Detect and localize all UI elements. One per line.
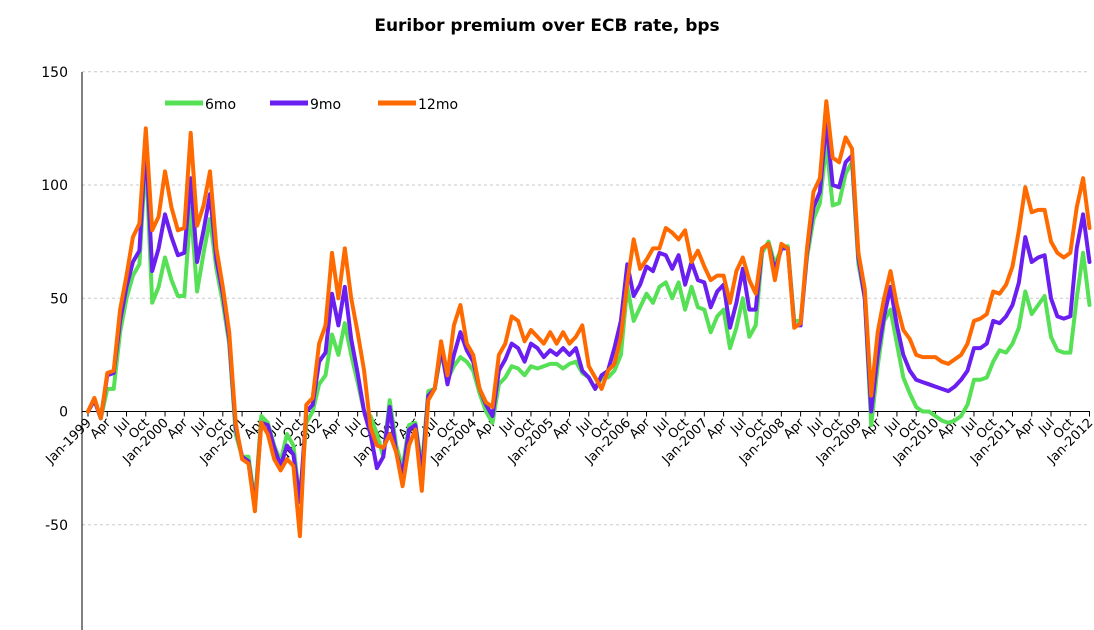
x-tick-labels: Jan-1999AprJulOctJan-2000AprJulOctJan-20… (43, 411, 1094, 468)
legend-label-6mo: 6mo (205, 97, 236, 113)
y-tick-labels: -50 0 50 100 150 (41, 65, 68, 534)
x-tick-label: Apr (704, 415, 731, 442)
x-tick-label: Apr (473, 415, 500, 442)
legend-label-12mo: 12mo (418, 97, 458, 113)
legend-label-9mo: 9mo (310, 97, 341, 113)
gridlines (82, 71, 1090, 526)
y-tick-label: 150 (41, 65, 68, 81)
y-tick-label: -50 (45, 518, 68, 534)
x-tick-label: Jan-1999 (43, 416, 95, 468)
x-tick-label: Apr (627, 415, 654, 442)
x-tick-label: Apr (550, 415, 577, 442)
legend: 6mo 9mo 12mo (165, 97, 458, 113)
x-tick-label: Apr (781, 415, 808, 442)
series-lines (86, 99, 1092, 539)
series-line-12mo (86, 99, 1092, 539)
x-tick-label: Apr (1012, 415, 1039, 442)
y-tick-label: 50 (50, 291, 68, 307)
y-tick-label: 0 (59, 405, 68, 421)
x-tick-label: Apr (165, 415, 192, 442)
chart-title: Euribor premium over ECB rate, bps (374, 16, 720, 36)
x-tick-label: Apr (319, 415, 346, 442)
y-tick-label: 100 (41, 178, 68, 194)
